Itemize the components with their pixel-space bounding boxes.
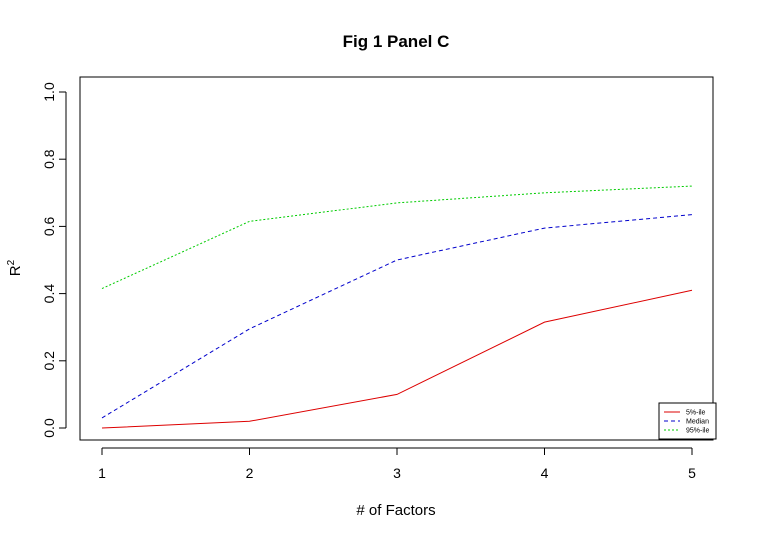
y-tick-label: 0.6 bbox=[41, 216, 57, 236]
x-tick-label: 1 bbox=[98, 465, 106, 481]
y-axis-label-text: R bbox=[7, 265, 24, 276]
plot-lines bbox=[101, 185, 693, 429]
x-tick-label: 2 bbox=[246, 465, 254, 481]
legend-label-median: Median bbox=[686, 419, 709, 426]
legend-box bbox=[658, 402, 717, 440]
series-line-median bbox=[101, 214, 693, 419]
x-tick-label: 4 bbox=[541, 465, 549, 481]
legend-label-5-ile: 5%-ile bbox=[686, 410, 706, 417]
y-axis: 0.0 0.2 0.4 0.6 0.8 1.0 bbox=[41, 82, 67, 438]
plot-frame bbox=[79, 76, 714, 441]
x-tick-label: 3 bbox=[393, 465, 401, 481]
y-tick-label: 0.8 bbox=[41, 149, 57, 169]
y-axis-label: R2 bbox=[6, 259, 24, 276]
y-tick-label: 0.0 bbox=[41, 418, 57, 438]
x-axis: 1 2 3 4 5 bbox=[98, 447, 696, 481]
y-axis-label-group: R2 bbox=[6, 259, 24, 276]
series-line-95-ile bbox=[101, 185, 693, 290]
y-tick-label: 0.2 bbox=[41, 351, 57, 371]
x-axis-label: # of Factors bbox=[356, 502, 435, 519]
y-tick-label: 0.4 bbox=[41, 284, 57, 304]
series-line-5-ile bbox=[101, 289, 693, 429]
legend: 5%-ile Median 95%-ile bbox=[658, 402, 717, 440]
y-axis-label-superscript: 2 bbox=[6, 259, 17, 265]
x-tick-label: 5 bbox=[688, 465, 696, 481]
chart-title: Fig 1 Panel C bbox=[343, 32, 450, 51]
legend-label-95-ile: 95%-ile bbox=[686, 428, 709, 435]
y-tick-label: 1.0 bbox=[41, 82, 57, 102]
